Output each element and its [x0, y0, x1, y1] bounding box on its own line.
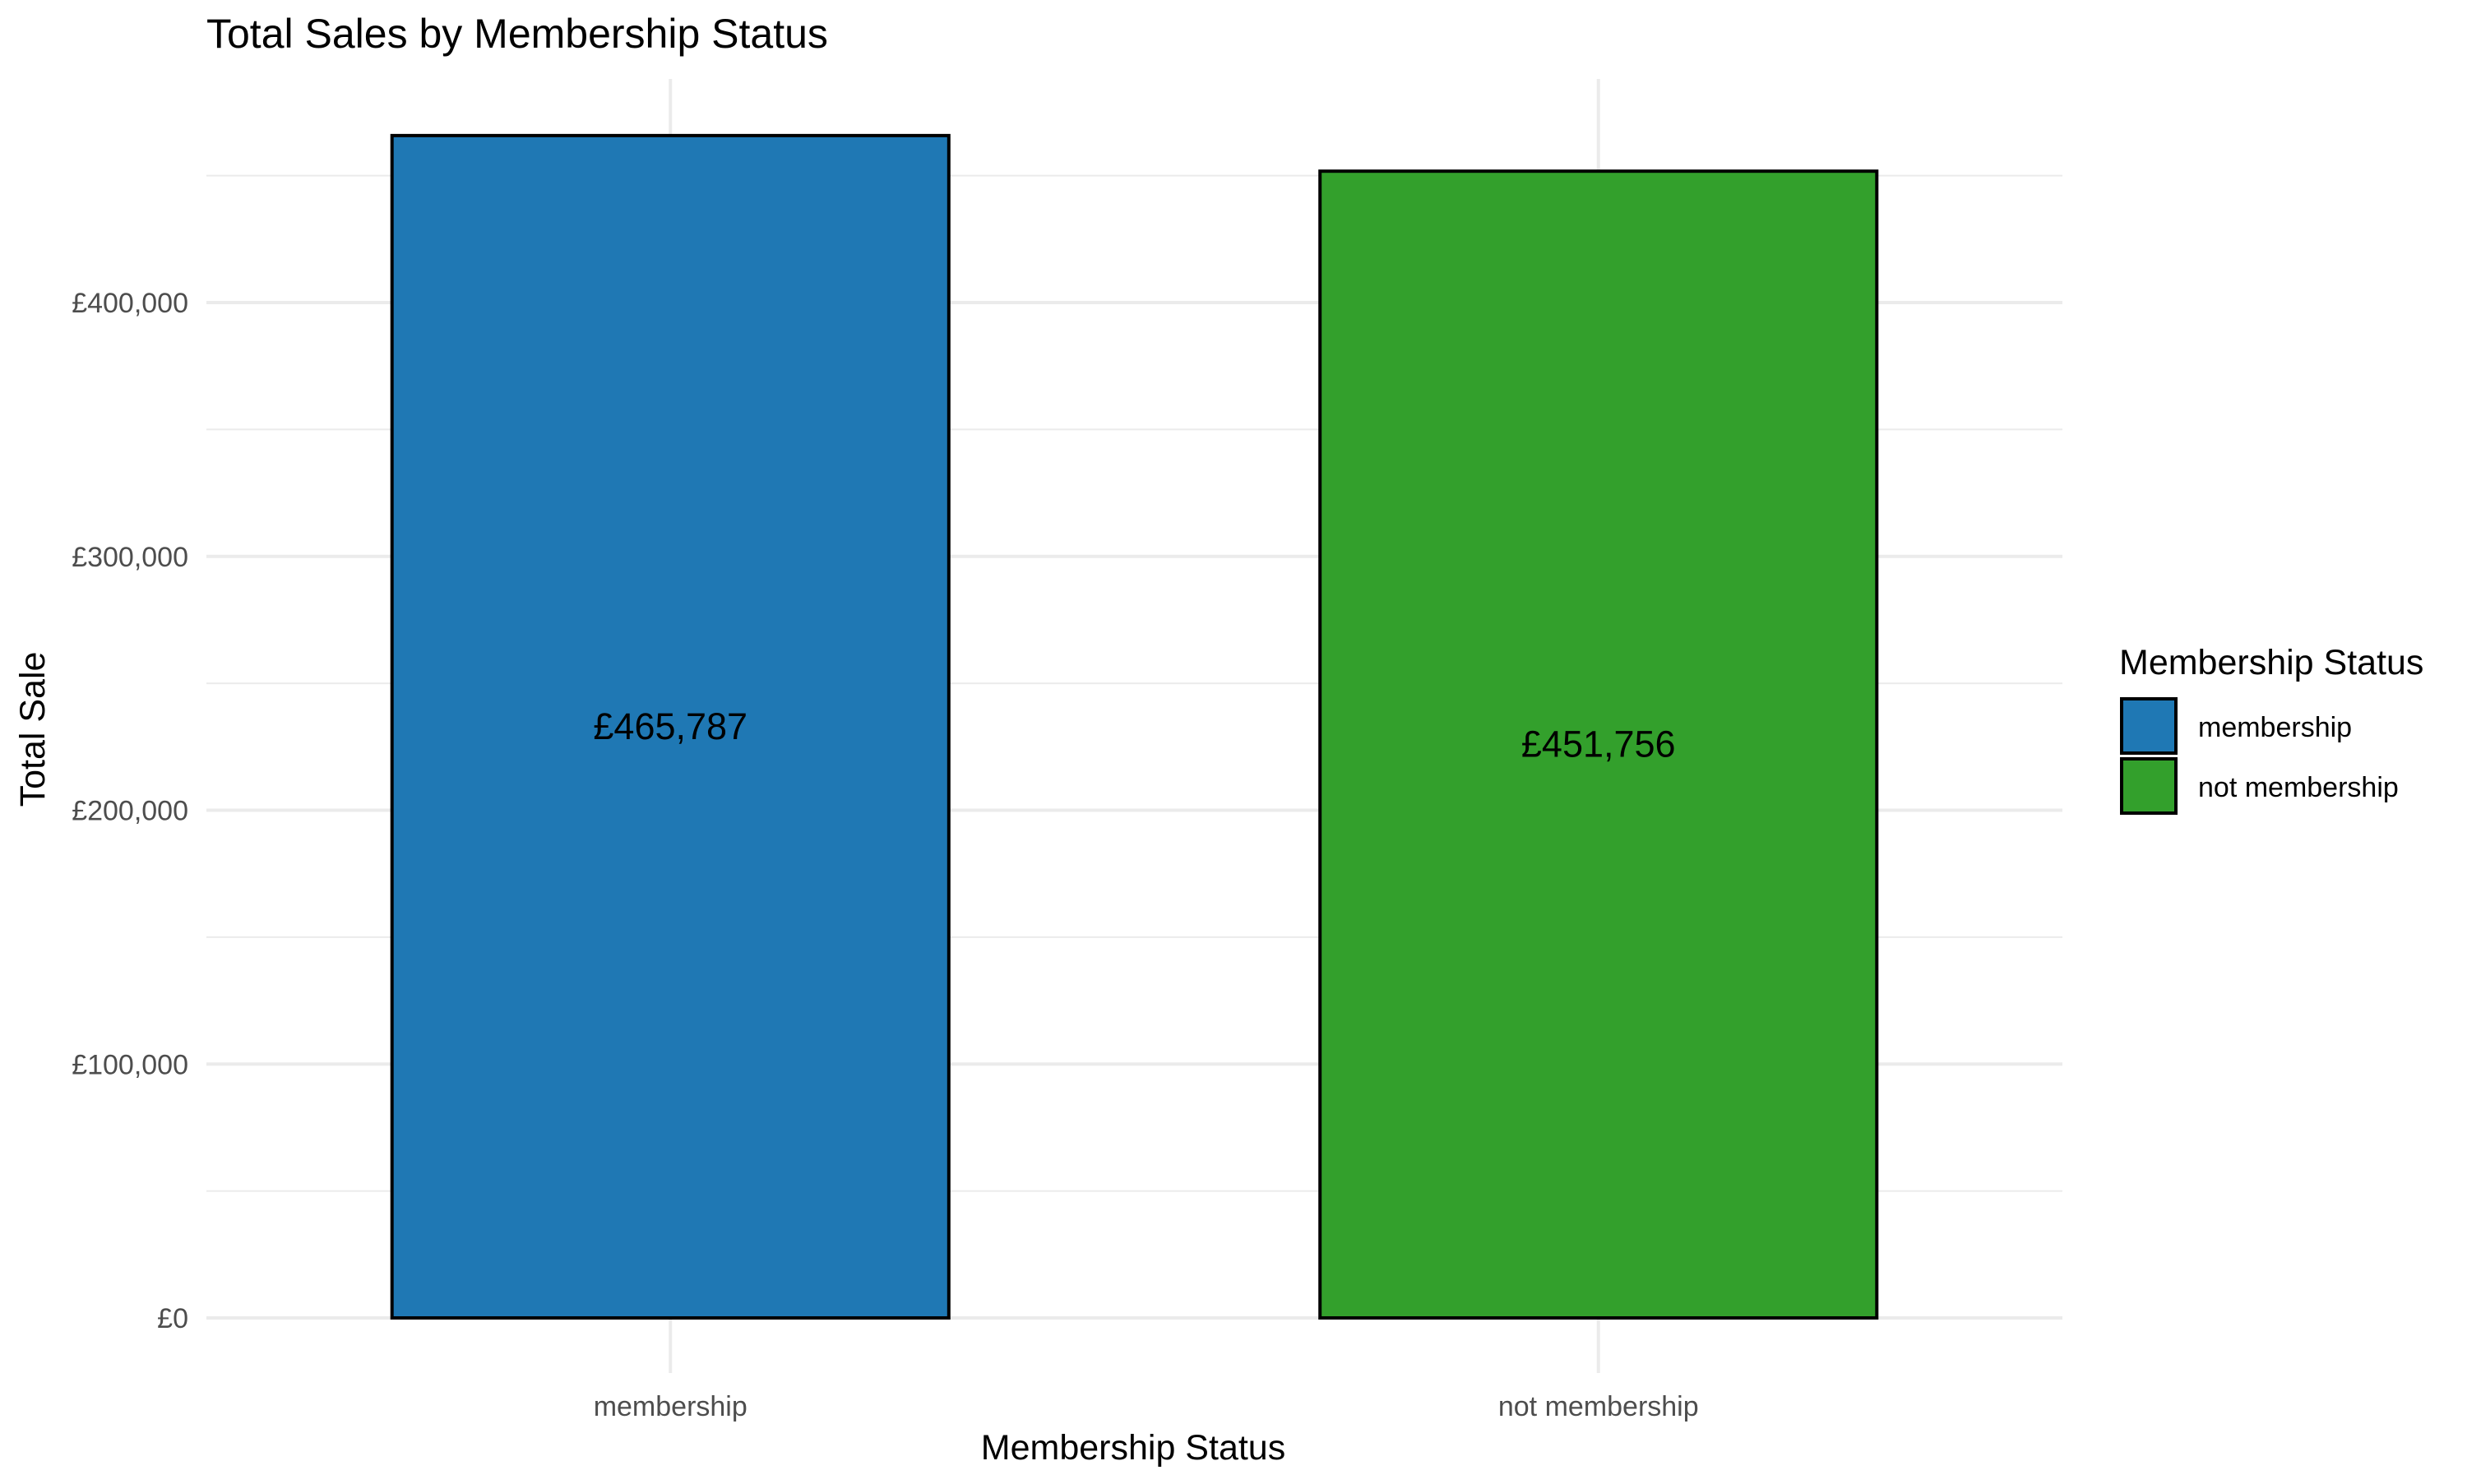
y-axis: £0 £100,000 £200,000 £300,000 £400,000 [72, 288, 188, 1334]
x-axis: membership not membership [594, 1391, 1699, 1422]
chart-title: Total Sales by Membership Status [206, 11, 828, 57]
bar-value-label: £465,787 [593, 705, 748, 747]
legend-entries: membership not membership [2120, 697, 2399, 815]
legend: Membership Status membership not membersh… [2119, 643, 2423, 815]
x-tick-label: not membership [1498, 1391, 1699, 1422]
y-tick-label: £400,000 [72, 288, 188, 319]
bar-value-label: £451,756 [1521, 724, 1676, 765]
legend-label: not membership [2198, 772, 2399, 803]
bar-value-labels: £465,787 £451,756 [593, 705, 1675, 765]
bars [390, 133, 1879, 1320]
x-tick-label: membership [594, 1391, 748, 1422]
bar-not-membership [1318, 169, 1879, 1320]
y-tick-label: £300,000 [72, 542, 188, 573]
legend-label: membership [2198, 712, 2352, 743]
y-tick-label: £100,000 [72, 1049, 188, 1080]
y-axis-title: Total Sale [13, 652, 53, 807]
legend-title: Membership Status [2119, 643, 2423, 682]
y-tick-label: £200,000 [72, 796, 188, 827]
bar-membership [390, 133, 951, 1320]
y-tick-label: £0 [157, 1303, 188, 1334]
legend-swatch [2120, 697, 2178, 755]
legend-swatch [2120, 757, 2178, 815]
x-axis-title: Membership Status [981, 1428, 1285, 1468]
